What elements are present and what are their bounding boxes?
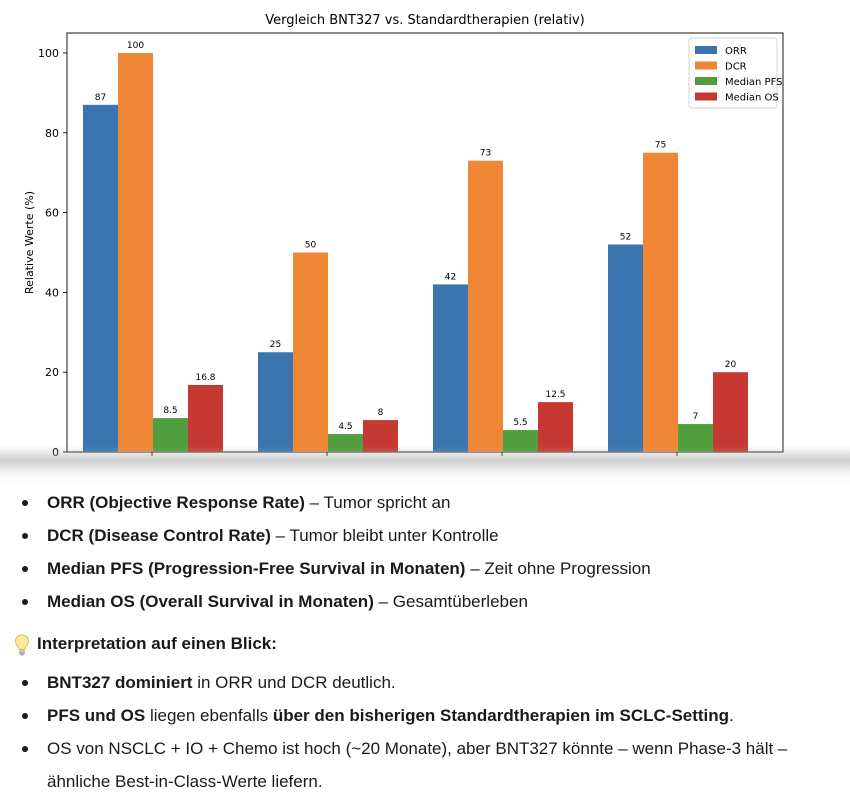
- data-label: 87: [95, 93, 106, 103]
- bar-median-pfs: [503, 430, 538, 452]
- x-tick-label: BNT327: [148, 460, 192, 462]
- bar-median-os: [188, 384, 223, 452]
- insight-item-2: PFS und OS liegen ebenfalls über den bis…: [0, 699, 850, 732]
- bar-chart: Vergleich BNT327 vs. Standardtherapien (…: [23, 13, 784, 462]
- insight-item-3: OS von NSCLC + IO + Chemo ist hoch (~20 …: [0, 732, 850, 798]
- data-label: 42: [445, 272, 456, 282]
- bar-median-os: [713, 372, 748, 452]
- legend-swatch: [695, 77, 717, 85]
- bar-dcr: [643, 152, 678, 452]
- definition-item-os: Median OS (Overall Survival in Monaten) …: [0, 585, 850, 618]
- data-label: 5.5: [513, 418, 527, 428]
- legend-swatch: [695, 92, 717, 101]
- data-label: 75: [655, 141, 666, 151]
- data-label: 25: [270, 340, 281, 350]
- definition-item-pfs: Median PFS (Progression-Free Survival in…: [0, 552, 850, 585]
- bar-orr: [608, 244, 643, 452]
- bar-dcr: [118, 52, 153, 452]
- data-label: 50: [305, 240, 317, 250]
- y-tick-label: 20: [45, 366, 59, 379]
- legend-entry: ORR: [725, 46, 747, 57]
- explanation-text: ORR (Objective Response Rate) – Tumor sp…: [0, 486, 850, 798]
- data-label: 73: [480, 149, 491, 159]
- data-label: 12.5: [545, 390, 565, 400]
- bar-median-os: [363, 420, 398, 452]
- y-axis-label: Relative Werte (%): [23, 191, 36, 294]
- data-label: 8.5: [163, 406, 177, 416]
- data-label: 4.5: [338, 422, 352, 432]
- insight-list: BNT327 dominiert in ORR und DCR deutlich…: [0, 666, 850, 798]
- bar-dcr: [293, 252, 328, 452]
- y-tick-label: 40: [45, 286, 59, 299]
- legend-swatch: [695, 61, 717, 70]
- x-tick-label: Chemo+IO SCLC: [474, 460, 566, 462]
- bar-dcr: [468, 160, 503, 452]
- x-tick-label: Chemo SCLC: [310, 460, 381, 462]
- y-tick-label: 80: [45, 127, 59, 140]
- definition-list: ORR (Objective Response Rate) – Tumor sp…: [0, 486, 850, 618]
- bar-orr: [258, 352, 293, 452]
- y-tick-label: 60: [45, 207, 59, 220]
- data-label: 7: [693, 412, 699, 422]
- data-label: 20: [725, 360, 737, 370]
- bar-median-pfs: [328, 434, 363, 452]
- data-label: 52: [620, 232, 631, 242]
- legend-swatch: [695, 46, 717, 54]
- data-label: 100: [127, 41, 144, 51]
- legend-entry: Median OS: [725, 93, 779, 104]
- data-label: 16.8: [195, 373, 215, 383]
- x-tick-label: IO+Chemo NSCLC: [645, 460, 746, 462]
- bar-median-os: [538, 402, 573, 452]
- y-tick-label: 100: [38, 47, 59, 60]
- insight-item-1: BNT327 dominiert in ORR und DCR deutlich…: [0, 666, 850, 699]
- chart-area: Vergleich BNT327 vs. Standardtherapien (…: [23, 13, 784, 462]
- bar-orr: [433, 284, 468, 452]
- definition-item-dcr: DCR (Disease Control Rate) – Tumor bleib…: [0, 519, 850, 552]
- bar-median-pfs: [153, 418, 188, 452]
- bar-median-pfs: [678, 424, 713, 452]
- legend-box: [688, 37, 778, 109]
- y-tick-label: 0: [52, 446, 59, 459]
- bar-orr: [83, 104, 118, 452]
- lightbulb-icon: [14, 634, 30, 656]
- legend-entry: DCR: [725, 62, 747, 73]
- definition-item-orr: ORR (Objective Response Rate) – Tumor sp…: [0, 486, 850, 519]
- data-label: 8: [378, 408, 384, 418]
- insight-heading: Interpretation auf einen Blick:: [0, 627, 850, 660]
- legend-entry: Median PFS: [725, 77, 783, 88]
- chart-title: Vergleich BNT327 vs. Standardtherapien (…: [265, 13, 584, 28]
